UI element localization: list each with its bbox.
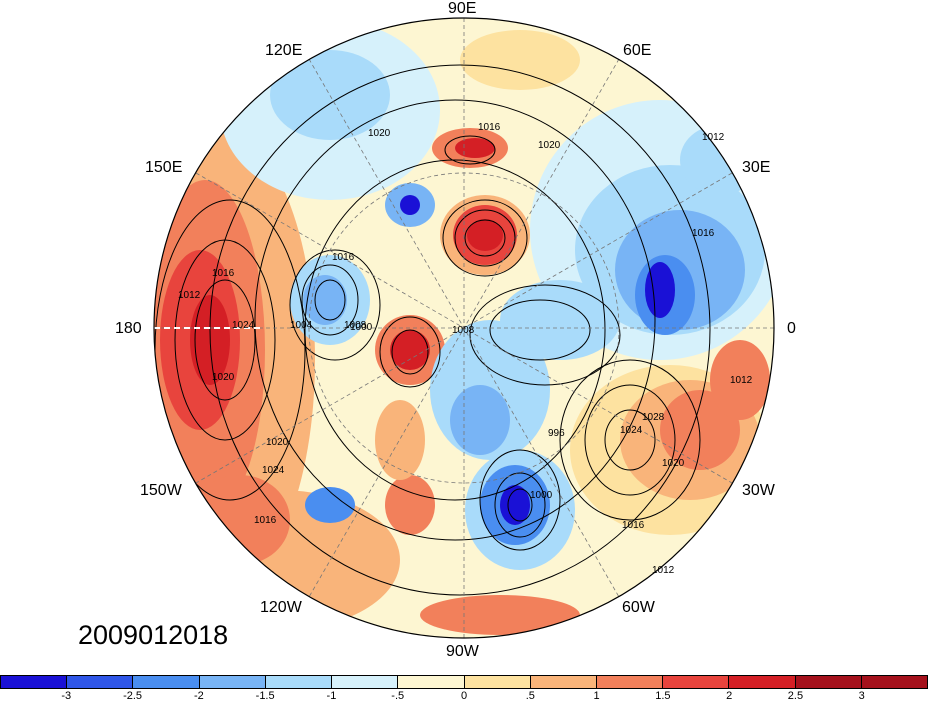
colorbar-box (133, 676, 200, 688)
map-boundary (153, 17, 775, 639)
contour-label: 1016 (332, 252, 355, 263)
graticule (154, 18, 774, 638)
contour-label: 1016 (692, 228, 715, 239)
colorbar-tick-label: -1 (326, 690, 337, 702)
colorbar-tick-label: 0 (460, 690, 468, 702)
contour-label: 1012 (652, 565, 675, 576)
colorbar-box (530, 676, 597, 688)
colorbar-tick-label: .5 (525, 690, 535, 702)
lon-label-30w: 30W (742, 482, 775, 499)
colorbar-tick-label: -3 (61, 690, 72, 702)
colorbar-box (861, 676, 928, 688)
colorbar-tick-label: 2.5 (787, 690, 804, 702)
lon-label-60w: 60W (622, 599, 655, 616)
lon-label-150e: 150E (145, 159, 183, 176)
lon-label-30e: 30E (742, 159, 771, 176)
colorbar-box (398, 676, 465, 688)
colorbar-tick-label: 3 (858, 690, 865, 702)
colorbar-tick-label: -2.5 (123, 690, 143, 702)
contour-label: 1016 (622, 520, 645, 531)
lon-label-60e: 60E (623, 42, 652, 59)
colorbar-box (729, 676, 796, 688)
contour-label: 1016 (478, 122, 501, 133)
contour-label: 1012 (702, 132, 725, 143)
lon-label-120e: 120E (265, 42, 303, 59)
colorbar-box (1, 676, 68, 688)
lon-label-90w: 90W (446, 643, 479, 660)
contour-label: 1016 (212, 268, 235, 279)
colorbar-box (464, 676, 531, 688)
colorbar-tick-label: -.5 (391, 690, 405, 702)
colorbar-box (596, 676, 664, 688)
pressure-contours (154, 64, 711, 596)
colorbar-box (663, 676, 730, 688)
lon-label-90e: 90E (448, 0, 477, 17)
lon-label-150w: 150W (140, 482, 182, 499)
colorbar-box (67, 676, 134, 688)
contour-label: 996 (548, 428, 565, 439)
lon-label-180: 180 (115, 320, 142, 337)
colorbar-tick-label: 1 (593, 690, 600, 702)
timestamp-label: 2009012018 (78, 620, 229, 650)
contour-label: 1020 (212, 372, 235, 383)
contour-label: 1000 (530, 490, 553, 501)
colorbar-box (265, 676, 333, 688)
contour-label: 1016 (254, 515, 277, 526)
colorbar-tick-label: -2 (193, 690, 204, 702)
contour-label: 1024 (262, 465, 285, 476)
contour-label: 1024 (620, 425, 643, 436)
colorbar (0, 675, 928, 689)
colorbar-box (199, 676, 266, 688)
contour-label: 1020 (266, 437, 289, 448)
contour-label: 1024 (232, 320, 255, 331)
contour-label: 1012 (178, 290, 201, 301)
lon-label-0: 0 (787, 320, 796, 337)
colorbar-box (332, 676, 399, 688)
contour-label: 1020 (368, 128, 391, 139)
colorbar-tick-label: 1.5 (655, 690, 671, 702)
contour-label: 1004 (290, 320, 313, 331)
contour-label: 1028 (642, 412, 665, 423)
contour-label: 1020 (662, 458, 685, 469)
contour-label: 1000 (350, 322, 373, 333)
lon-label-120w: 120W (260, 599, 302, 616)
contour-label: 1020 (538, 140, 561, 151)
colorbar-tick-label: -1.5 (255, 690, 275, 702)
colorbar-tick-label: 2 (726, 690, 733, 702)
contour-label: 1008 (452, 325, 475, 336)
colorbar-box (795, 676, 862, 688)
contour-label: 1012 (730, 375, 753, 386)
polar-map (153, 17, 775, 639)
contour-label: 1008 (344, 320, 367, 331)
